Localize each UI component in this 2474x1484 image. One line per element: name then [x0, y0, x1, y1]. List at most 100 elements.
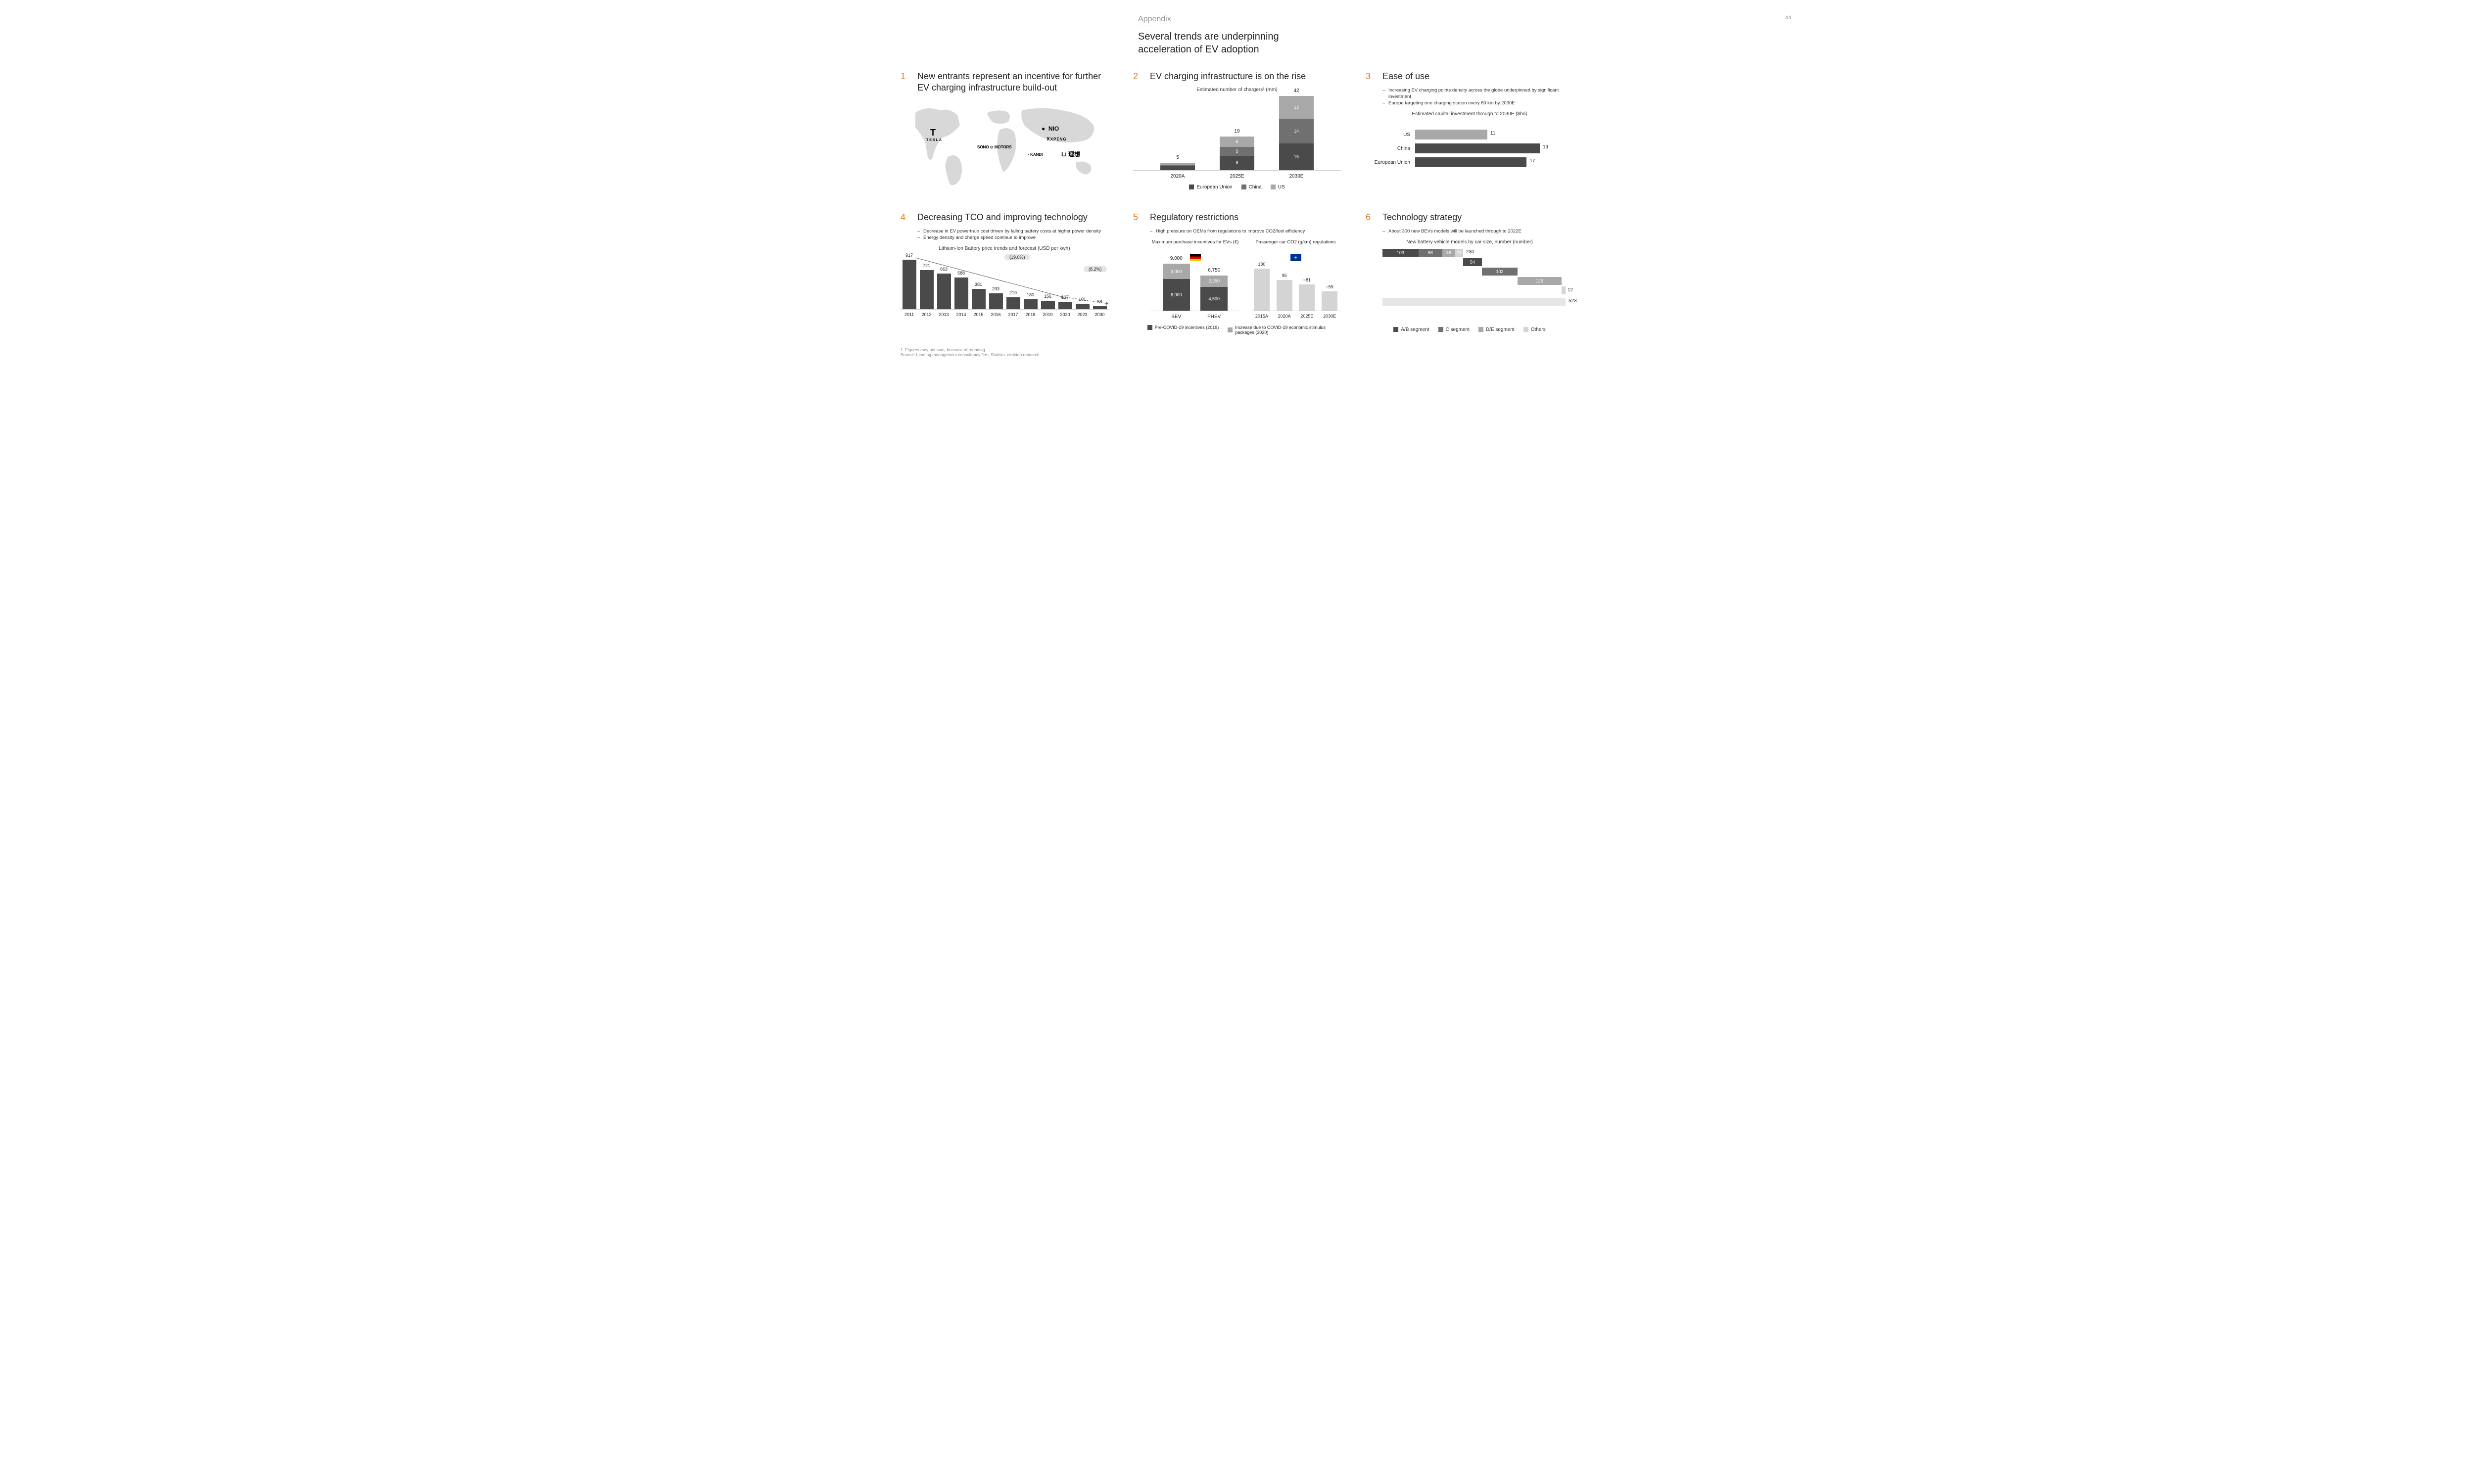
co2-chart: Passenger car CO2 (g/km) regulations ★ 1… [1250, 239, 1341, 311]
legend-label: A/B segment [1401, 327, 1429, 332]
section-1-num: 1 [901, 71, 907, 93]
incentives-title: Maximum purchase incentives for EVs (€) [1150, 239, 1240, 251]
bar-segment: 4,500 [1200, 287, 1228, 311]
hbar-track: 17 [1415, 157, 1554, 167]
column-value: 137 [1058, 295, 1072, 300]
section-5-charts: Maximum purchase incentives for EVs (€) … [1133, 239, 1341, 311]
section-5-bullets: High pressure on OEMs from regulations t… [1133, 228, 1341, 234]
column-label: 2013 [937, 312, 951, 317]
stacked-bar: 8562025E19 [1220, 137, 1254, 170]
column-label: 2018 [1024, 312, 1038, 317]
legend-eu: European Union [1189, 185, 1232, 190]
column-value: ~81 [1299, 278, 1315, 282]
section-5-num: 5 [1133, 212, 1140, 223]
section-5-heading: Regulatory restrictions [1150, 212, 1238, 223]
column-bar: 7212012 [920, 270, 934, 309]
bar-segment: 8 [1220, 156, 1254, 170]
column-label: 2019 [1041, 312, 1055, 317]
hbar-track: 11 [1415, 130, 1554, 139]
bar-category-label: 2030E [1279, 174, 1314, 179]
footnote-1: 1. Figures may not sum, because of round… [901, 347, 1573, 352]
bar-segment: 3,000 [1163, 264, 1190, 279]
section-5-title: 5 Regulatory restrictions [1133, 212, 1341, 223]
bar-segment [1160, 166, 1195, 170]
column-bar: 2932016 [989, 293, 1003, 309]
column-bar: 9172011 [903, 260, 916, 309]
column-label: 2025E [1299, 314, 1315, 319]
column-value: 721 [920, 263, 934, 268]
column-bar: 1802018 [1024, 299, 1038, 309]
hbar-label: China [1366, 146, 1415, 151]
hbar-track: 19 [1415, 143, 1554, 153]
section-2: 2 EV charging infrastructure is on the r… [1133, 71, 1341, 192]
bullet: About 300 new BEVs models will be launch… [1382, 228, 1573, 234]
legend-swatch [1393, 327, 1398, 332]
co2-bars: 1302015A952020A~812025E~592030E [1250, 264, 1341, 311]
hbar-value: 17 [1529, 158, 1535, 164]
column-value: 917 [903, 253, 916, 258]
section-3-heading: Ease of use [1382, 71, 1429, 82]
section-5: 5 Regulatory restrictions High pressure … [1133, 212, 1341, 335]
column-label: 2016 [989, 312, 1003, 317]
bullet: Europe targeting one charging station ev… [1382, 100, 1573, 106]
column-label: 2030 [1093, 312, 1107, 317]
legend-item: D/E segment [1478, 327, 1515, 332]
section-6: 6 Technology strategy About 300 new BEVs… [1366, 212, 1573, 335]
legend-covid-increase: Increase due to COVID-19 economic stimul… [1228, 325, 1327, 335]
stacked-bar: 6,0003,000BEV9,000 [1163, 264, 1190, 311]
column-value: ~59 [1322, 284, 1337, 289]
section-2-num: 2 [1133, 71, 1140, 82]
xpeng-logo: XXPENG [1047, 137, 1067, 142]
bar-total-label: 19 [1220, 129, 1254, 134]
bar-total: 6,750 [1200, 268, 1228, 273]
waterfall-bar: 125 [1518, 277, 1561, 285]
bar-segment: 13 [1279, 96, 1314, 119]
waterfall-chart: 1036836232305410212512523 [1382, 249, 1573, 313]
waterfall-total-label: 523 [1569, 298, 1577, 304]
battery-price-chart-area: 9172011721201266320135882014381201529320… [901, 255, 1108, 310]
bar-category-label: 2025E [1220, 174, 1254, 179]
section-4-title: 4 Decreasing TCO and improving technolog… [901, 212, 1108, 223]
germany-flag-icon [1190, 254, 1201, 261]
legend-us: US [1271, 185, 1285, 190]
column-label: 2030E [1322, 314, 1337, 319]
slide-header: 44 Appendix Several trends are underpinn… [1138, 15, 1573, 56]
lixiang-logo: Li 理想 [1061, 150, 1080, 158]
stacked-bar: 2020A5 [1160, 163, 1195, 170]
column-label: 2017 [1006, 312, 1020, 317]
waterfall-segment: 68 [1419, 249, 1442, 257]
legend-item: Others [1523, 327, 1546, 332]
chargers-stacked-bar-chart: 2020A58562025E191514132030E42 [1133, 96, 1341, 171]
column-value: 381 [972, 282, 986, 287]
column-bar: 1562019 [1041, 301, 1055, 309]
chart-6-legend: A/B segmentC segmentD/E segmentOthers [1366, 327, 1573, 332]
column-value: 180 [1024, 292, 1038, 297]
hbar-fill: 11 [1415, 130, 1487, 139]
section-3-num: 3 [1366, 71, 1373, 82]
column-label: 2011 [903, 312, 916, 317]
section-2-title: 2 EV charging infrastructure is on the r… [1133, 71, 1341, 82]
content-grid: 1 New entrants represent an incentive fo… [901, 71, 1573, 335]
bar-segment: 14 [1279, 119, 1314, 143]
chart-2-legend: European Union China US [1133, 185, 1341, 190]
column-bar: 1302015A [1254, 269, 1270, 311]
section-6-heading: Technology strategy [1382, 212, 1462, 223]
section-4-heading: Decreasing TCO and improving technology [917, 212, 1088, 223]
legend-label: D/E segment [1486, 327, 1515, 332]
column-value: 95 [1277, 273, 1292, 278]
waterfall-bar: 12 [1562, 286, 1566, 294]
tesla-label: TESLA [926, 139, 943, 142]
stacked-bar: 4,5002,250PHEV6,750 [1200, 276, 1228, 311]
bar-total-label: 42 [1279, 88, 1314, 93]
sono-logo: SONO ⊙ MOTORS [977, 145, 1012, 149]
column-value: 101 [1076, 297, 1090, 302]
waterfall-segment: 23 [1455, 249, 1463, 257]
section-3-bullets: Increasing EV charging points density ac… [1366, 87, 1573, 107]
bar-segment: 6,000 [1163, 279, 1190, 310]
column-bar: 582030 [1093, 306, 1107, 309]
column-bar: ~812025E [1299, 284, 1315, 311]
appendix-label: Appendix [1138, 15, 1573, 24]
section-3-title: 3 Ease of use [1366, 71, 1573, 82]
chart-6-title: New battery vehicle models by car size, … [1366, 239, 1573, 245]
waterfall-segment: 103 [1382, 249, 1419, 257]
